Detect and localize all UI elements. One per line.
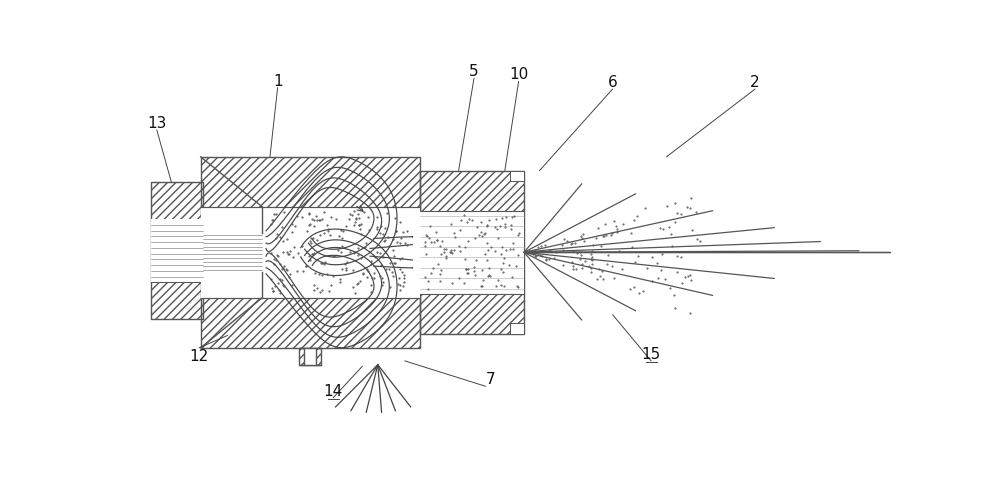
- Bar: [420, 211, 524, 294]
- Bar: [201, 157, 420, 348]
- Bar: [304, 348, 316, 365]
- Bar: [151, 220, 203, 283]
- Text: 15: 15: [641, 346, 661, 361]
- Text: 10: 10: [509, 67, 528, 82]
- Bar: [299, 348, 321, 365]
- Bar: [201, 207, 420, 298]
- Bar: [510, 324, 524, 334]
- Text: 2: 2: [750, 75, 760, 90]
- Text: 7: 7: [486, 372, 495, 386]
- Bar: [510, 171, 524, 182]
- Bar: [151, 183, 203, 320]
- Text: 6: 6: [608, 75, 617, 90]
- Text: 1: 1: [273, 73, 282, 88]
- Text: 13: 13: [147, 116, 166, 131]
- Text: 14: 14: [323, 383, 343, 398]
- Text: 5: 5: [469, 64, 479, 79]
- Bar: [151, 283, 203, 320]
- Bar: [420, 171, 524, 334]
- Bar: [151, 183, 203, 220]
- Text: 12: 12: [189, 348, 209, 363]
